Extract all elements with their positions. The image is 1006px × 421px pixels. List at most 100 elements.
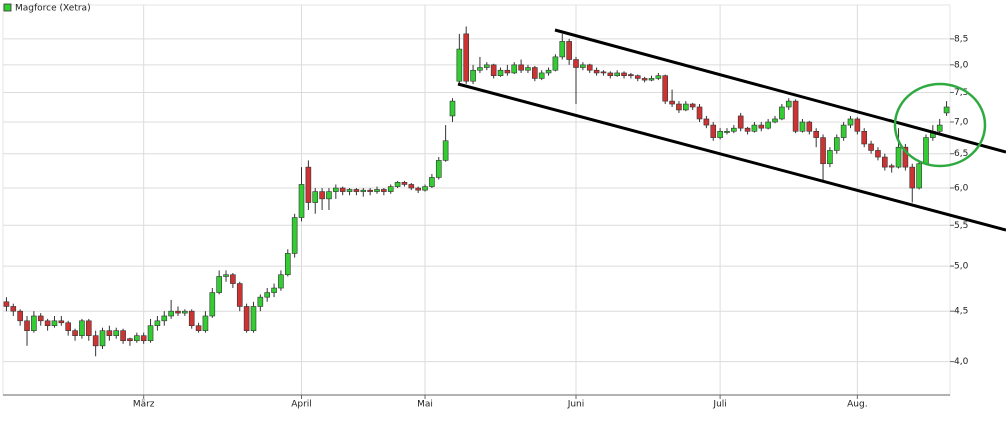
x-tick-label: Juni	[567, 400, 585, 410]
candle-body	[511, 64, 518, 74]
candle-body	[339, 187, 346, 192]
candle-body	[37, 315, 44, 322]
candle-body	[744, 127, 751, 132]
candle-body	[758, 124, 765, 129]
candle-body	[346, 189, 353, 192]
candle-body	[586, 64, 593, 71]
candle-body	[573, 59, 579, 68]
candle-body	[44, 320, 51, 327]
plot-area	[2, 4, 951, 396]
candle-body	[895, 146, 902, 168]
y-tick-label: 7,5	[954, 88, 968, 98]
candle-body	[17, 310, 23, 322]
candle-body	[408, 184, 415, 189]
candle-body	[806, 121, 813, 132]
candle-body	[394, 182, 401, 187]
candle-body	[696, 106, 703, 120]
candle-body	[333, 187, 339, 192]
x-tick-label: März	[133, 400, 155, 410]
candle-body	[943, 106, 950, 114]
candle-body	[724, 130, 730, 133]
candle-body	[875, 150, 881, 158]
candle-body	[470, 69, 476, 82]
candle-body	[882, 156, 888, 168]
candle-body	[10, 306, 17, 312]
y-tick-label: 6,0	[954, 184, 969, 194]
candle-body	[319, 191, 325, 200]
x-tick-label: Mai	[417, 400, 433, 410]
candle-body	[92, 335, 99, 347]
candle-body	[504, 69, 511, 74]
y-tick-label: 7,0	[954, 118, 969, 128]
candle-body	[449, 100, 456, 117]
candle-body	[65, 322, 71, 331]
candle-body	[813, 130, 819, 138]
candle-body	[580, 64, 586, 68]
candle-body	[456, 48, 463, 82]
legend: Magforce (Xetra)	[3, 4, 91, 14]
candle-body	[58, 320, 65, 324]
candle-body	[353, 189, 360, 192]
candle-body	[628, 74, 634, 76]
candle-body	[312, 191, 319, 203]
candle-body	[278, 274, 284, 289]
candle-body	[209, 292, 216, 317]
candle-body	[538, 72, 545, 79]
candle-body	[909, 166, 916, 189]
candle-body	[621, 72, 627, 76]
candle-body	[833, 137, 840, 151]
candle-body	[888, 165, 895, 168]
candle-body	[600, 71, 607, 74]
candle-body	[847, 118, 854, 126]
trend-line-upper	[554, 28, 1006, 154]
candle-body	[250, 306, 257, 331]
candle-body	[634, 75, 641, 79]
candle-body	[861, 130, 868, 145]
candle-body	[182, 310, 188, 314]
candle-body	[518, 64, 524, 71]
candle-body	[79, 320, 85, 336]
candle-body	[429, 177, 435, 187]
candle-body	[607, 72, 614, 76]
candle-body	[99, 330, 106, 347]
candle-body	[532, 67, 538, 79]
candle-body	[367, 189, 373, 192]
candle-body	[298, 184, 305, 218]
candle-body	[381, 189, 387, 192]
candle-body	[3, 301, 10, 307]
candle-body	[936, 124, 943, 132]
candle-body	[113, 330, 120, 336]
candle-body	[731, 127, 737, 132]
candle-body	[175, 310, 181, 314]
candle-body	[854, 118, 861, 132]
y-tick-label: 5,0	[954, 262, 969, 272]
candle-body	[868, 143, 874, 151]
candle-body	[717, 130, 723, 138]
candle-body	[490, 64, 497, 76]
legend-label: Magforce (Xetra)	[15, 4, 91, 14]
candle-body	[655, 75, 662, 79]
candle-body	[24, 320, 30, 331]
candle-body	[422, 186, 428, 191]
candle-body	[765, 121, 771, 129]
y-tick-label: 5,5	[954, 221, 968, 231]
candle-body	[264, 292, 270, 298]
candle-body	[792, 100, 799, 132]
candle-body	[614, 72, 620, 76]
x-tick-label: April	[291, 400, 312, 410]
candle-body	[676, 103, 682, 111]
candle-body	[662, 75, 669, 102]
candle-body	[648, 78, 655, 81]
candle-body	[923, 137, 929, 165]
candle-body	[106, 330, 113, 336]
candle-body	[415, 187, 421, 191]
candle-body	[72, 330, 78, 336]
candle-body	[442, 140, 449, 161]
y-tick-label: 4,5	[954, 307, 968, 317]
candle-body	[223, 274, 229, 277]
candle-body	[497, 69, 504, 76]
candle-body	[230, 274, 236, 284]
candle-body	[236, 283, 243, 307]
candle-body	[168, 310, 174, 317]
